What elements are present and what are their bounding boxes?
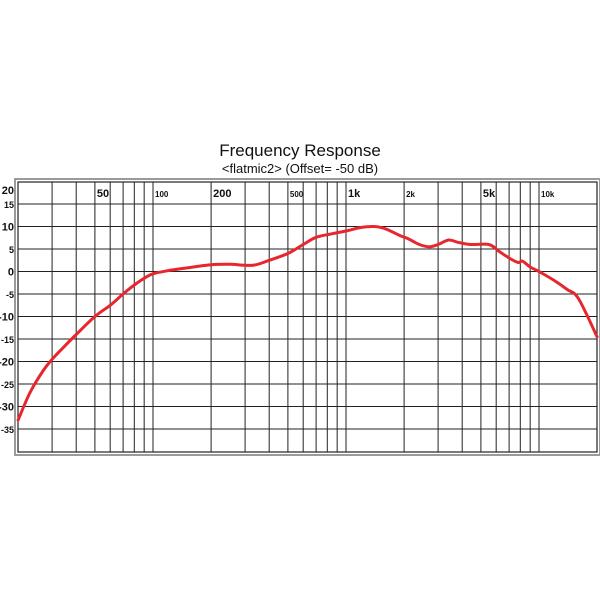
y-tick-label: 0 bbox=[8, 267, 14, 279]
y-tick-label: -25 bbox=[1, 380, 14, 390]
x-axis-ticks: 50 100 200 500 1k 2k 5k 10k bbox=[97, 188, 555, 200]
y-tick-label: 20 bbox=[2, 185, 14, 197]
x-tick-label: 100 bbox=[155, 190, 169, 199]
y-tick-label: -30 bbox=[0, 402, 14, 414]
x-tick-label: 200 bbox=[213, 188, 231, 200]
x-tick-label: 2k bbox=[406, 190, 415, 199]
x-tick-label: 500 bbox=[290, 190, 304, 199]
y-tick-label: -15 bbox=[1, 335, 14, 345]
y-tick-label: -20 bbox=[0, 357, 14, 369]
x-tick-label: 10k bbox=[541, 190, 555, 199]
chart-title: Frequency Response bbox=[219, 141, 381, 160]
y-tick-label: 5 bbox=[9, 245, 14, 255]
x-tick-label: 50 bbox=[97, 188, 109, 200]
response-curve bbox=[16, 224, 599, 422]
chart-subtitle: <flatmic2> (Offset= -50 dB) bbox=[221, 161, 379, 176]
y-tick-label: 15 bbox=[4, 200, 14, 210]
curve-flatmic2 bbox=[16, 224, 599, 422]
y-tick-label: -35 bbox=[1, 425, 14, 435]
y-tick-label: -10 bbox=[0, 312, 14, 324]
grid-lines bbox=[18, 182, 597, 452]
x-tick-label: 1k bbox=[348, 188, 361, 200]
y-tick-label: 10 bbox=[2, 222, 14, 234]
x-tick-label: 5k bbox=[483, 188, 496, 200]
y-axis-ticks: 20 15 10 5 0 -5 -10 -15 -20 -25 -30 -35 bbox=[0, 185, 14, 435]
y-tick-label: -5 bbox=[6, 290, 14, 300]
